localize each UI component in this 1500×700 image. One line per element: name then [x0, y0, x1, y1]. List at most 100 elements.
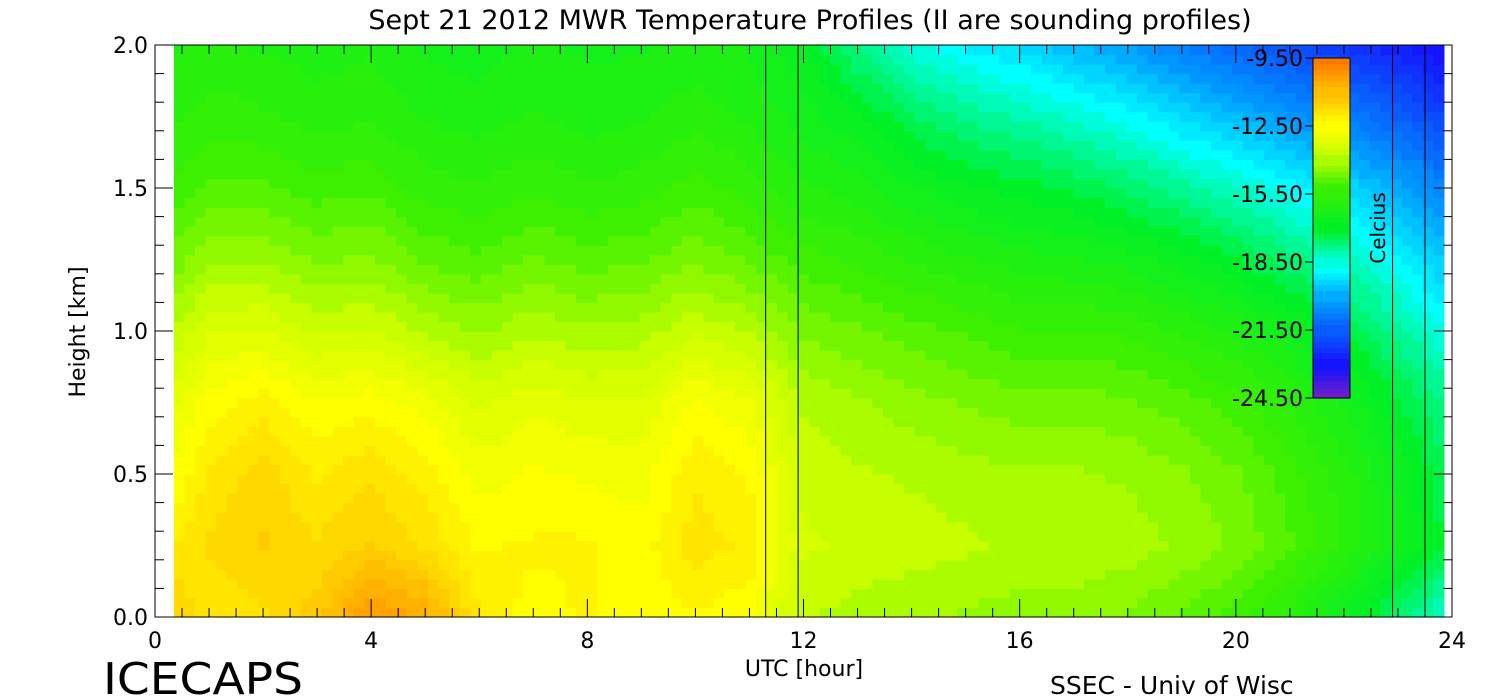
heatmap-cell: [755, 83, 768, 94]
heatmap-cell: [248, 578, 260, 589]
heatmap-cell: [713, 483, 725, 494]
heatmap-cell: [914, 207, 926, 218]
heatmap-cell: [396, 140, 408, 151]
heatmap-cell: [628, 226, 641, 237]
heatmap-cell: [205, 226, 217, 237]
heatmap-cell: [565, 359, 577, 370]
heatmap-cell: [449, 350, 461, 361]
heatmap-cell: [777, 207, 789, 218]
heatmap-cell: [607, 588, 619, 599]
heatmap-cell: [777, 254, 789, 265]
heatmap-cell: [914, 540, 926, 551]
heatmap-cell: [914, 493, 926, 504]
heatmap-cell: [988, 369, 1000, 380]
heatmap-cell: [999, 578, 1011, 589]
heatmap-cell: [258, 130, 270, 141]
heatmap-cell: [904, 149, 916, 160]
heatmap-cell: [766, 188, 778, 199]
heatmap-cell: [427, 569, 440, 580]
heatmap-cell: [840, 45, 852, 56]
heatmap-cell: [248, 64, 260, 75]
heatmap-cell: [480, 559, 493, 570]
heatmap-cell: [449, 435, 461, 446]
heatmap-cell: [586, 197, 598, 208]
heatmap-cell: [205, 569, 217, 580]
heatmap-cell: [523, 340, 535, 351]
heatmap-cell: [258, 292, 270, 303]
heatmap-cell: [988, 540, 1000, 551]
heatmap-cell: [470, 397, 482, 408]
heatmap-cell: [734, 416, 746, 427]
heatmap-cell: [703, 435, 715, 446]
heatmap-cell: [258, 426, 270, 437]
heatmap-cell: [396, 264, 408, 275]
heatmap-cell: [618, 245, 630, 256]
heatmap-cell: [374, 340, 387, 351]
heatmap-cell: [438, 464, 450, 475]
heatmap-cell: [851, 197, 863, 208]
heatmap-cell: [978, 168, 990, 180]
heatmap-cell: [300, 550, 313, 561]
heatmap-cell: [777, 378, 789, 389]
heatmap-cell: [374, 474, 387, 485]
heatmap-cell: [1020, 569, 1032, 580]
heatmap-cell: [512, 64, 524, 75]
heatmap-cell: [554, 454, 567, 466]
heatmap-cell: [269, 283, 281, 294]
heatmap-cell: [777, 111, 789, 122]
heatmap-cell: [216, 607, 228, 618]
heatmap-cell: [734, 321, 746, 332]
heatmap-cell: [650, 54, 662, 65]
heatmap-cell: [279, 397, 291, 408]
heatmap-cell: [755, 512, 768, 523]
heatmap-cell: [248, 102, 260, 113]
heatmap-cell: [840, 121, 852, 132]
heatmap-cell: [353, 121, 366, 132]
heatmap-cell: [724, 245, 736, 256]
heatmap-cell: [427, 168, 440, 180]
heatmap-cell: [660, 254, 672, 265]
heatmap-cell: [1041, 597, 1053, 609]
heatmap-cell: [248, 388, 260, 399]
heatmap-cell: [322, 369, 334, 380]
heatmap-cell: [639, 121, 651, 132]
heatmap-cell: [173, 140, 186, 151]
heatmap-cell: [607, 226, 619, 237]
heatmap-cell: [385, 130, 397, 141]
heatmap-cell: [904, 454, 916, 466]
heatmap-cell: [628, 254, 641, 265]
heatmap-cell: [364, 388, 376, 399]
heatmap-cell: [1009, 531, 1022, 542]
heatmap-cell: [882, 540, 895, 551]
heatmap-cell: [1031, 340, 1043, 351]
heatmap-cell: [650, 340, 662, 351]
heatmap-cell: [988, 359, 1000, 370]
heatmap-cell: [628, 578, 641, 589]
heatmap-cell: [766, 445, 778, 456]
heatmap-cell: [681, 521, 694, 532]
heatmap-cell: [449, 521, 461, 532]
heatmap-cell: [671, 512, 683, 523]
heatmap-cell: [396, 168, 408, 180]
heatmap-cell: [406, 521, 418, 532]
heatmap-cell: [851, 54, 863, 65]
heatmap-cell: [988, 397, 1000, 408]
heatmap-cell: [322, 311, 334, 323]
heatmap-cell: [967, 188, 979, 199]
heatmap-cell: [946, 331, 958, 342]
heatmap-cell: [290, 521, 302, 532]
heatmap-cell: [988, 273, 1000, 284]
heatmap-cell: [396, 502, 408, 513]
heatmap-cell: [406, 369, 418, 380]
heatmap-cell: [417, 149, 429, 160]
heatmap-cell: [406, 245, 418, 256]
heatmap-cell: [512, 45, 524, 56]
heatmap-cell: [300, 92, 313, 103]
heatmap-cell: [184, 331, 196, 342]
heatmap-cell: [692, 454, 704, 466]
heatmap-cell: [565, 159, 577, 170]
heatmap-cell: [385, 54, 397, 65]
heatmap-cell: [237, 168, 249, 180]
heatmap-cell: [533, 73, 545, 84]
heatmap-cell: [755, 302, 768, 313]
